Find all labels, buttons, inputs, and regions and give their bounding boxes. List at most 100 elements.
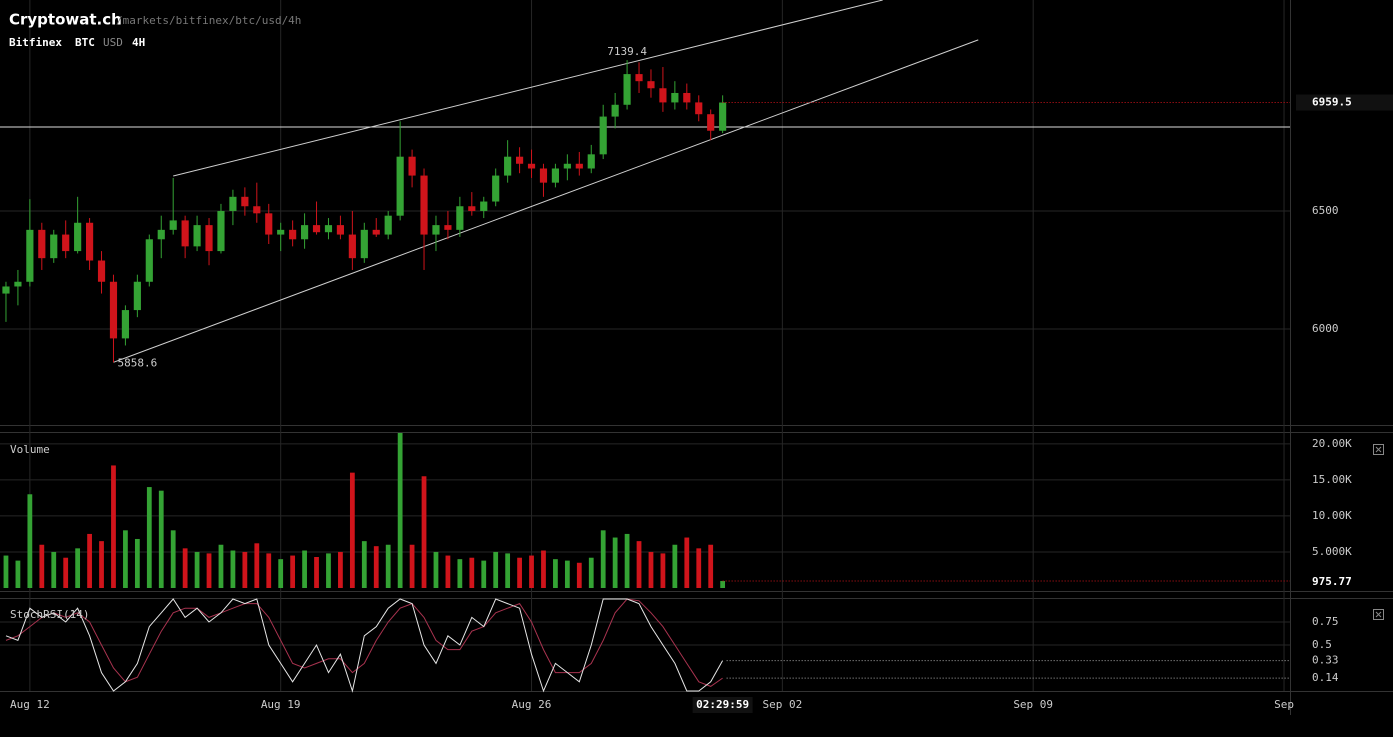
candle-body [539,168,548,183]
volume-bar [493,551,499,588]
candle-body [253,206,261,214]
candle-body [86,222,94,261]
volume-bar [517,557,522,588]
volume-bar [564,560,570,588]
volume-bar [588,557,594,588]
close-button[interactable] [1373,444,1384,455]
y-tick-label: 0.5 [1312,638,1332,651]
candle-body [312,225,321,233]
volume-bar [469,557,475,588]
volume-bar [696,548,702,588]
candle-body [420,175,428,235]
volume-bar [505,553,511,588]
candle-body [695,102,703,115]
candle-body [324,225,333,233]
candle-body [360,229,368,259]
candle-body [50,234,58,259]
candle-body [265,213,273,235]
volume-bar [553,559,558,588]
high-label: 7139.4 [607,45,647,58]
candle-body [444,225,452,230]
volume-bar [182,548,188,588]
candle-body [205,225,213,252]
volume-bar [75,548,81,588]
volume-bar [373,546,379,588]
candle-body [396,156,404,216]
volume-bar [242,551,248,588]
data [0,0,1290,693]
x-tick-label: Sep 09 [1013,698,1053,711]
candle-body [551,168,559,183]
site-title: Cryptowat.ch [9,11,122,29]
stoch-k [5,598,724,693]
labels: Cryptowat.ch /markets/bitfinex/btc/usd/4… [9,11,1393,713]
candle-body [336,225,344,235]
volume-bar [576,562,582,588]
volume-bar [27,494,33,588]
candle-body [109,281,118,339]
low-label: 5858.6 [117,356,157,369]
candle-body [181,220,189,247]
candle-body [229,196,237,211]
countdown: 02:29:59 [696,698,749,711]
volume-bar [218,544,224,588]
y-tick-label: 15.00K [1312,473,1352,486]
candle-body [611,104,619,117]
candle-body [74,222,82,252]
stoch-k-last-label: 0.33 [1312,654,1339,667]
volume-bar [457,559,463,588]
candle-body [527,163,536,169]
y-tick-label: 6500 [1312,204,1339,217]
volume-bar [51,551,57,588]
period: 4H [132,36,145,49]
volume-bar [123,530,128,588]
close-box[interactable] [1373,609,1384,620]
panel-label: Volume [10,443,50,456]
volume-bar [612,537,618,588]
close-button[interactable] [1373,609,1384,620]
candle-body [623,74,631,105]
candle-body [504,156,512,176]
volume-bar [206,553,212,588]
volume-bar [445,555,451,588]
candle-body [719,102,727,131]
trend-line [173,0,883,177]
panel-frames [0,0,1393,715]
y-tick-label: 0.75 [1312,615,1339,628]
url-path: /markets/bitfinex/btc/usd/4h [116,14,301,27]
x-tick-label: Aug 26 [512,698,552,711]
volume-bar [326,553,331,588]
candle-body [635,74,643,82]
volume-bar [481,560,487,588]
candle-body [480,201,488,211]
candle-body [468,206,476,211]
volume-bar [302,550,307,588]
candle-body [14,281,22,287]
last-volume-label: 975.77 [1312,575,1352,588]
last-price-label: 6959.5 [1312,96,1352,109]
x-tick-label: Aug 12 [10,698,50,711]
x-tick-label: Aug 19 [261,698,301,711]
trend-line [113,39,979,363]
volume-bar [170,530,176,588]
volume-bar [254,543,260,588]
volume-bar [541,550,546,588]
volume-bar [433,551,439,588]
candle-body [289,229,297,240]
volume-bar [338,551,343,588]
close-box[interactable] [1373,444,1384,455]
quote: USD [103,36,123,49]
candle-body [2,286,10,294]
volume-bar [15,560,21,588]
volume-bar [684,537,690,588]
exchange: Bitfinex [9,36,62,49]
candle-body [62,234,70,252]
volume-bar [409,544,415,588]
close-icon [1375,611,1382,618]
volume-bar [660,553,666,588]
volume-bar [708,544,714,588]
last-price-box [1296,94,1393,111]
volume-bar [278,559,284,588]
volume-bar [87,533,92,588]
volume-bar [720,580,726,588]
